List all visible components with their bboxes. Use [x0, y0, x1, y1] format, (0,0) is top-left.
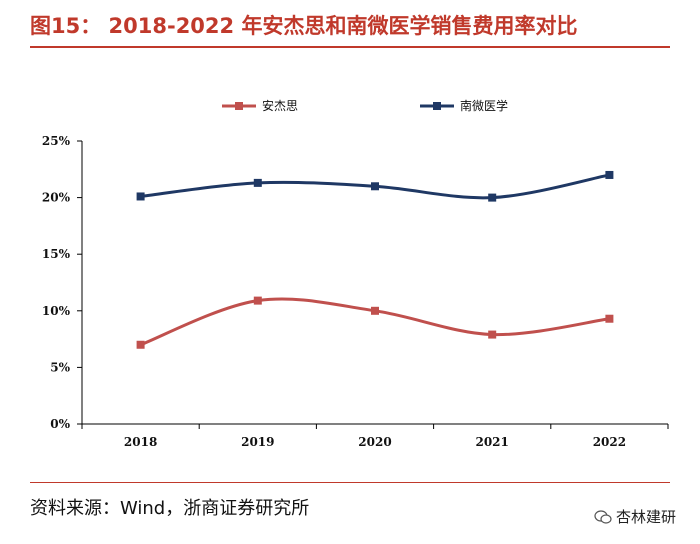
watermark-text: 杏林建研 [615, 508, 676, 526]
y-tick-label: 0% [50, 417, 70, 431]
data-point [136, 340, 145, 349]
y-tick-label: 5% [50, 360, 70, 374]
axes-group: 0% 5% 10% 15% 20% 25% 2018 2019 2020 2021 2022 [42, 134, 669, 449]
y-tick-label: 20% [42, 191, 71, 205]
y-tick-label: 10% [42, 304, 71, 318]
figure-title: 图15： 2018-2022 年安杰思和南微医学销售费用率对比 [30, 14, 578, 38]
line-chart: 0% 5% 10% 15% 20% 25% 2018 2019 2020 2021 2022 安杰思… [42, 98, 669, 449]
y-tick-label: 25% [42, 134, 71, 148]
legend-swatch-marker [433, 102, 441, 110]
data-point [371, 182, 379, 191]
series-line-1 [140, 297, 610, 347]
watermark: 杏林建研 [594, 506, 676, 527]
legend: 安杰思 南微医学 [222, 98, 508, 113]
footer-divider [30, 482, 670, 483]
x-tick-label: 2021 [475, 435, 508, 449]
legend-swatch-marker [235, 102, 243, 110]
x-tick-label: 2018 [124, 435, 157, 449]
data-point [605, 170, 614, 179]
data-point [605, 314, 614, 323]
data-point [488, 330, 497, 339]
x-tick-label: 2020 [358, 435, 391, 449]
data-point [488, 193, 497, 202]
data-point [371, 306, 379, 315]
x-tick-label: 2019 [241, 435, 274, 449]
data-point [136, 192, 145, 201]
wechat-icon [594, 509, 612, 524]
data-point [253, 178, 262, 187]
series-group [136, 170, 614, 349]
legend-label: 安杰思 [262, 98, 298, 113]
data-point [253, 296, 262, 305]
x-tick-label: 2022 [593, 435, 626, 449]
source-note: 资料来源：Wind，浙商证券研究所 [30, 498, 310, 519]
legend-label: 南微医学 [460, 98, 508, 113]
y-tick-label: 15% [42, 247, 71, 261]
title-divider [30, 46, 670, 48]
